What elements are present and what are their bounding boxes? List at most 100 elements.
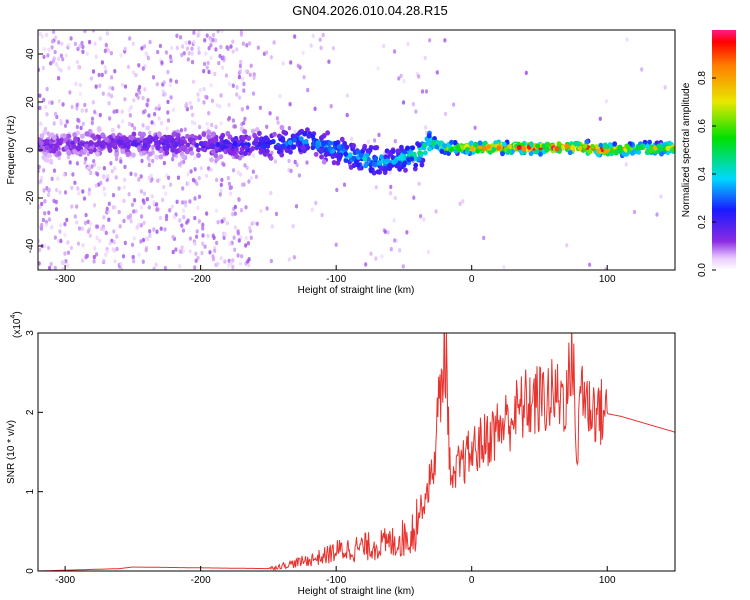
heatmap-cell xyxy=(154,106,158,111)
heatmap-cell xyxy=(78,82,82,88)
heatmap-cell xyxy=(93,246,97,251)
heatmap-cell xyxy=(79,141,84,147)
heatmap-cell xyxy=(170,45,174,51)
spectrogram-y-axis: -40 -20 0 20 40 xyxy=(25,48,43,253)
heatmap-cell xyxy=(243,116,247,122)
heatmap-cell xyxy=(94,183,98,188)
heatmap-cell xyxy=(214,124,218,130)
heatmap-cell xyxy=(102,166,106,171)
spectrogram-y-tick-label: -20 xyxy=(25,190,36,205)
heatmap-cell xyxy=(336,144,342,150)
heatmap-cell xyxy=(272,40,276,45)
heatmap-cell xyxy=(191,79,196,85)
heatmap-cell xyxy=(249,175,254,181)
heatmap-cell xyxy=(214,47,218,52)
heatmap-cell xyxy=(473,125,477,130)
heatmap-cell xyxy=(178,249,182,254)
heatmap-cell xyxy=(358,152,364,159)
heatmap-cell xyxy=(456,147,462,153)
heatmap-cell xyxy=(139,239,143,244)
heatmap-cell xyxy=(439,148,445,154)
heatmap-cell xyxy=(190,59,195,65)
heatmap-cell xyxy=(295,162,299,168)
heatmap-cell xyxy=(247,257,251,262)
heatmap-cell xyxy=(200,250,204,256)
heatmap-cell xyxy=(424,89,429,94)
heatmap-cell xyxy=(198,88,202,93)
heatmap-cell xyxy=(57,76,61,81)
heatmap-cell xyxy=(193,167,197,172)
heatmap-cell xyxy=(242,120,246,126)
heatmap-cell xyxy=(58,229,62,234)
heatmap-cell xyxy=(193,215,197,221)
heatmap-cell xyxy=(241,41,245,46)
heatmap-cell xyxy=(336,154,342,160)
heatmap-cell xyxy=(43,199,47,204)
heatmap-cell xyxy=(496,145,502,151)
heatmap-cell xyxy=(89,221,93,226)
heatmap-cell xyxy=(60,266,65,270)
heatmap-cell xyxy=(232,235,236,240)
heatmap-cell xyxy=(75,220,79,225)
heatmap-cell xyxy=(292,255,296,260)
heatmap-cell xyxy=(364,262,368,267)
heatmap-cell xyxy=(390,155,396,161)
heatmap-cell xyxy=(224,73,228,78)
heatmap-cell xyxy=(50,45,54,50)
heatmap-cell xyxy=(213,248,217,253)
heatmap-cell xyxy=(185,107,189,112)
spectrogram-y-tick-label: 0 xyxy=(25,147,36,153)
heatmap-cell xyxy=(197,46,201,51)
heatmap-cell xyxy=(265,124,269,129)
heatmap-cell xyxy=(40,34,45,39)
heatmap-cell xyxy=(180,245,184,250)
heatmap-cell xyxy=(198,124,202,130)
heatmap-cell xyxy=(180,52,184,58)
heatmap-cell xyxy=(98,238,102,243)
heatmap-cell xyxy=(220,177,224,183)
heatmap-cell xyxy=(248,72,252,78)
heatmap-cell xyxy=(311,141,316,147)
heatmap-cell xyxy=(632,209,637,215)
heatmap-cell xyxy=(137,177,141,182)
heatmap-cell xyxy=(248,225,252,231)
heatmap-cell xyxy=(185,46,189,51)
heatmap-cell xyxy=(395,148,401,154)
heatmap-cell xyxy=(40,201,44,207)
heatmap-cell xyxy=(350,136,354,142)
heatmap-cell xyxy=(187,51,191,56)
heatmap-cell xyxy=(121,119,125,124)
heatmap-cell xyxy=(47,47,51,53)
heatmap-cell xyxy=(203,61,207,67)
heatmap-cell xyxy=(228,241,232,246)
heatmap-cell xyxy=(97,141,102,147)
chart-title: GN04.2026.010.04.28.R15 xyxy=(292,3,447,18)
heatmap-cell xyxy=(44,157,50,163)
heatmap-cell xyxy=(142,142,148,148)
heatmap-cell xyxy=(482,235,486,241)
heatmap-cell xyxy=(132,209,136,214)
heatmap-cell xyxy=(197,176,201,181)
heatmap-cell xyxy=(121,254,126,259)
colorbar-tick-label: 0.0 xyxy=(697,263,708,277)
heatmap-cell xyxy=(115,156,119,162)
heatmap-cell xyxy=(227,263,231,268)
heatmap-cell xyxy=(38,67,41,72)
heatmap-cell xyxy=(220,219,224,224)
heatmap-cell xyxy=(469,146,475,152)
heatmap-cell xyxy=(105,249,110,254)
heatmap-cell xyxy=(63,190,68,195)
heatmap-cell xyxy=(81,44,85,50)
heatmap-cell xyxy=(401,100,406,105)
heatmap-cell xyxy=(491,146,497,152)
heatmap-cell xyxy=(351,162,357,168)
heatmap-cell xyxy=(227,102,231,108)
heatmap-cell xyxy=(98,36,102,41)
heatmap-cell xyxy=(71,172,75,177)
heatmap-cell xyxy=(53,49,57,55)
heatmap-cell xyxy=(137,252,141,257)
heatmap-cell xyxy=(75,204,79,209)
heatmap-cell xyxy=(203,38,207,43)
heatmap-cell xyxy=(154,140,160,146)
heatmap-cell xyxy=(165,135,171,141)
